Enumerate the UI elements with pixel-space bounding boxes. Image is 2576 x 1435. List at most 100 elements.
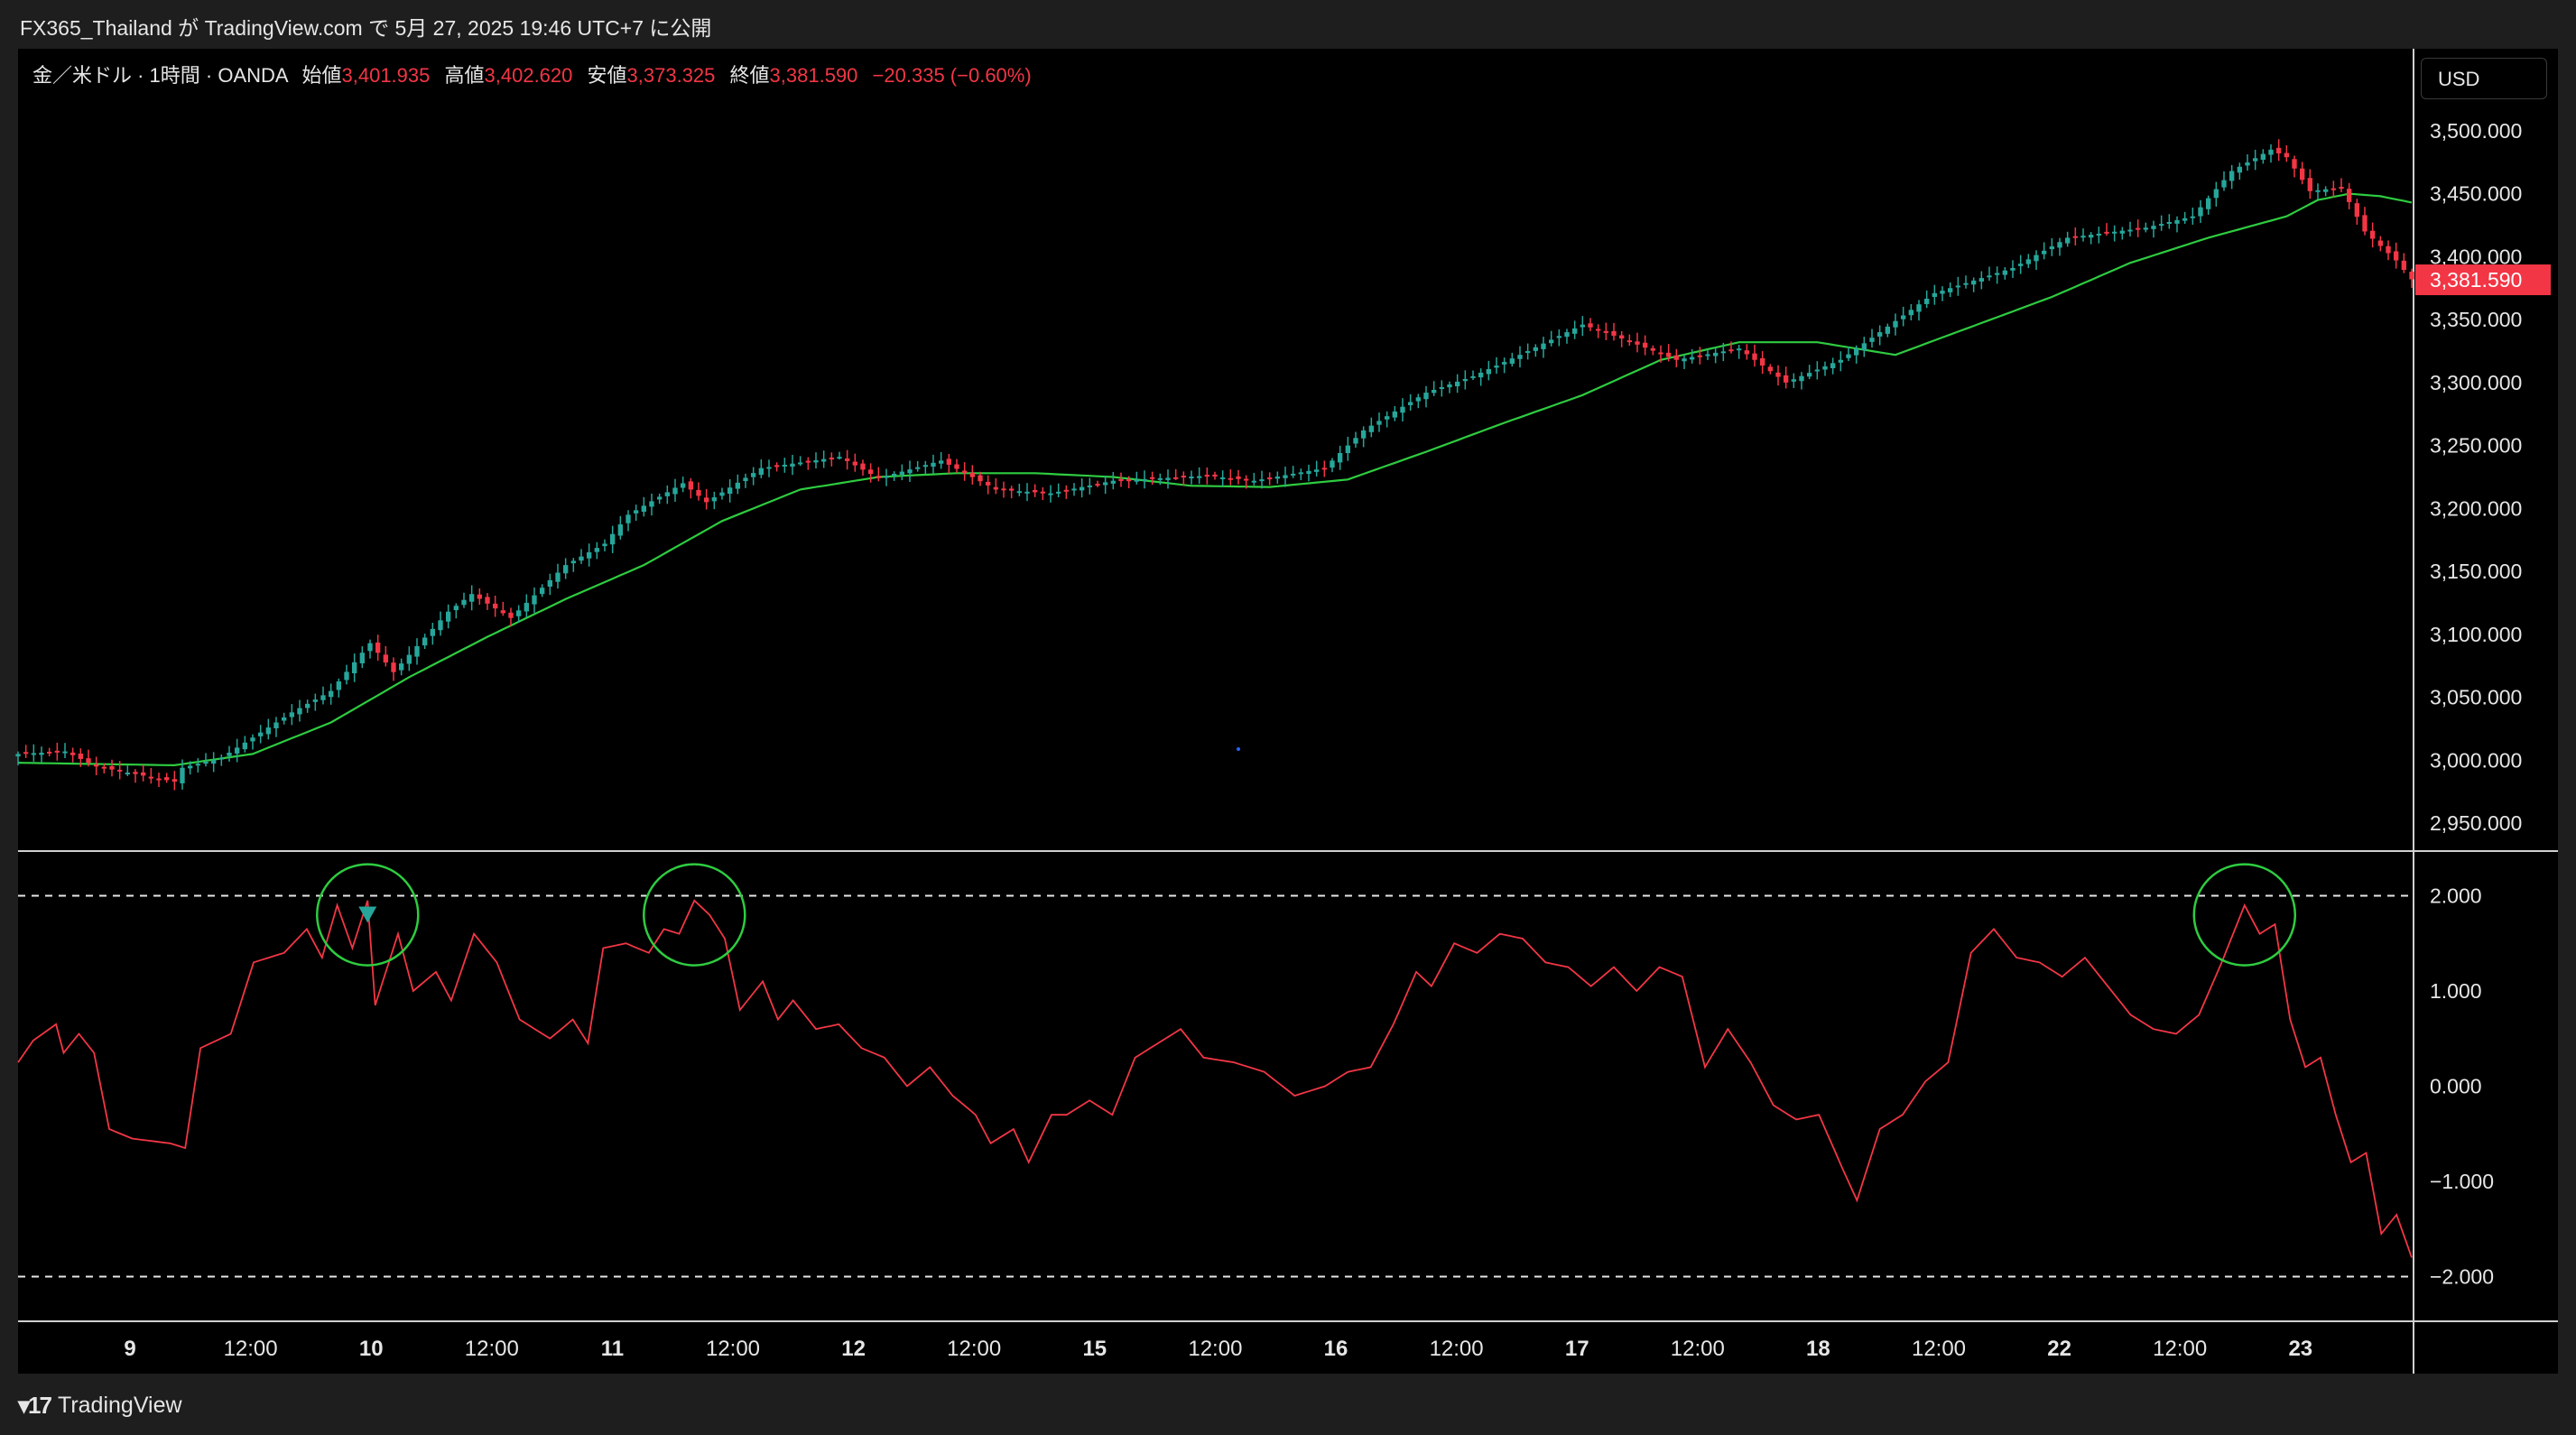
candle-body <box>1650 347 1656 351</box>
candle-body <box>2369 230 2376 239</box>
open-value: 3,401.935 <box>341 64 431 87</box>
candle-body <box>1431 390 1437 393</box>
candle-body <box>1415 397 1422 402</box>
oscillator-tick-label: 1.000 <box>2430 979 2482 1003</box>
candle-body <box>1588 323 1593 328</box>
candle-body <box>1869 338 1875 342</box>
candle-body <box>1095 484 1100 486</box>
candle-body <box>1595 329 1601 331</box>
candle-body <box>1830 363 1836 369</box>
candle-body <box>1102 482 1108 486</box>
candle-body <box>609 533 616 545</box>
candle-body <box>672 487 678 495</box>
candle-body <box>696 489 701 496</box>
candle-body <box>218 757 225 760</box>
candle-body <box>844 458 850 461</box>
oscillator-tick-label: 2.000 <box>2430 884 2482 907</box>
candle-body <box>1313 469 1320 472</box>
candle-body <box>468 594 475 602</box>
candle-body <box>570 560 577 564</box>
candle-body <box>1353 438 1358 444</box>
highlight-circle <box>2192 863 2297 967</box>
candle-body <box>1462 378 1469 382</box>
candle-body <box>1110 480 1117 484</box>
low-value: 3,373.325 <box>626 64 716 87</box>
candle-body <box>1149 477 1155 479</box>
candle-body <box>2213 189 2219 199</box>
candle-body <box>210 759 217 764</box>
candle-body <box>1494 366 1499 368</box>
candle-body <box>1775 372 1781 377</box>
candle-body <box>1642 342 1648 348</box>
candle-body <box>422 637 428 646</box>
candle-body <box>2322 189 2329 192</box>
candle-body <box>62 751 68 754</box>
candle-body <box>1744 350 1750 355</box>
candle-body <box>2275 147 2282 153</box>
candle-body <box>1321 468 1328 470</box>
candle-body <box>579 556 584 561</box>
tradingview-logo[interactable]: ▾17 TradingView <box>18 1392 182 1420</box>
candle-body <box>782 464 788 467</box>
candle-body <box>101 766 107 769</box>
chart-pane[interactable] <box>18 49 2558 1374</box>
price-tick-label: 3,450.000 <box>2430 182 2522 206</box>
time-tick-label: 16 <box>1324 1337 1348 1361</box>
candle-body <box>899 471 905 475</box>
candle-body <box>2174 219 2180 224</box>
candle-body <box>1564 332 1570 338</box>
time-tick-label: 11 <box>601 1337 624 1361</box>
candle-body <box>1580 324 1586 328</box>
candle-body <box>187 765 193 769</box>
candle-body <box>1407 402 1413 405</box>
candle-body <box>1204 475 1210 477</box>
candle-body <box>743 477 748 482</box>
candle-body <box>985 481 991 486</box>
candle-body <box>1172 477 1179 479</box>
candle-body <box>2151 226 2156 229</box>
candle-body <box>891 474 897 476</box>
candle-body <box>39 752 44 755</box>
candle-body <box>125 773 131 775</box>
price-tick-label: 3,350.000 <box>2430 308 2522 331</box>
candle-body <box>1987 275 1992 278</box>
candle-body <box>524 602 530 612</box>
candle-body <box>2284 153 2290 158</box>
candle-body <box>414 646 420 657</box>
candle-body <box>1189 477 1194 479</box>
candle-body <box>766 467 772 469</box>
candle-body <box>195 764 201 766</box>
candle-body <box>86 758 91 764</box>
candle-body <box>1142 478 1147 481</box>
candle-body <box>1689 356 1695 360</box>
candle-body <box>2190 216 2196 218</box>
candle-body <box>2315 190 2321 192</box>
candle-body <box>93 764 99 767</box>
price-tick-label: 3,100.000 <box>2430 623 2522 646</box>
candle-body <box>978 475 983 482</box>
candle-body <box>852 461 858 466</box>
candle-body <box>829 458 835 460</box>
candle-body <box>367 643 373 652</box>
candle-body <box>2182 218 2188 221</box>
candle-body <box>1266 477 1273 480</box>
candle-body <box>2299 168 2305 181</box>
candle-body <box>1118 478 1124 481</box>
candle-body <box>265 727 272 735</box>
candle-body <box>649 501 654 507</box>
candle-body <box>922 465 929 468</box>
currency-selector[interactable]: USD <box>2421 58 2547 99</box>
candle-body <box>1259 479 1265 482</box>
candle-body <box>1861 343 1867 351</box>
candle-body <box>907 469 913 474</box>
candle-body <box>2041 250 2047 255</box>
candle-body <box>727 487 733 495</box>
price-tick-label: 3,400.000 <box>2430 245 2522 268</box>
candle-body <box>344 671 349 680</box>
candle-body <box>758 468 764 476</box>
candle-body <box>477 594 483 599</box>
symbol-label[interactable]: 金／米ドル · 1時間 · OANDA <box>32 64 288 87</box>
candle-body <box>1635 341 1640 345</box>
candle-body <box>1705 354 1710 356</box>
